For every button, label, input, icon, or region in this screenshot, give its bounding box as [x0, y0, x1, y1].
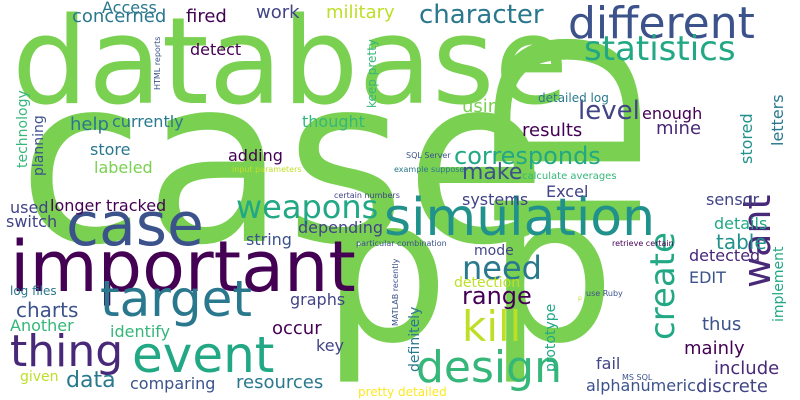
- word-graphs-58: graphs: [290, 290, 346, 309]
- word-discrete-49: discrete: [696, 376, 768, 397]
- word-switch-62: switch: [6, 212, 58, 231]
- word-database-1: database: [12, 0, 569, 132]
- word-target-10: target: [100, 270, 253, 328]
- word-log-files-65: log files: [10, 284, 57, 298]
- word-systems-40: systems: [462, 190, 529, 209]
- word-identify-55: identify: [110, 322, 171, 341]
- word-fired-29: fired: [186, 6, 227, 27]
- word-letters-76: letters: [768, 94, 787, 146]
- word-retrieve-certain-88: retrieve certain: [612, 239, 674, 248]
- word-work-30: work: [256, 2, 300, 23]
- word-detected-44: detected: [689, 246, 761, 265]
- word-alphanumeric-51: alphanumeric: [586, 376, 696, 395]
- word-different-8: different: [568, 0, 755, 49]
- word-using-38: using: [462, 96, 511, 117]
- word-currently-34: currently: [112, 112, 184, 131]
- word-implement-80: implement: [771, 246, 787, 322]
- word-string-60: string: [246, 230, 292, 249]
- word-mode-66: mode: [474, 243, 514, 259]
- word-simulation-6: simulation: [384, 188, 656, 248]
- word-details-43: details: [714, 214, 768, 233]
- word-planning-78: planning: [31, 115, 47, 176]
- word-create-16: create: [643, 232, 683, 340]
- word-labeled-36: labeled: [94, 158, 153, 177]
- word-thing-12: thing: [10, 326, 124, 377]
- word-excel-41: Excel: [546, 182, 589, 201]
- word-event-11: event: [132, 326, 275, 384]
- word-prototype-69: prototype: [543, 303, 559, 372]
- word-certain-numbers-86: certain numbers: [334, 191, 400, 200]
- word-matlab-recently-90: MATLAB recently: [391, 258, 400, 326]
- word-concerned-28: concerned: [72, 6, 167, 27]
- word-design-13: design: [416, 342, 562, 393]
- word-results-31: results: [522, 120, 583, 141]
- word-fail-50: fail: [596, 354, 621, 373]
- word-another-54: Another: [10, 316, 74, 335]
- word-use-ruby-89: use Ruby: [586, 289, 623, 298]
- word-html-reports-81: HTML reports: [153, 36, 162, 90]
- word-character-19: character: [419, 0, 544, 30]
- word-make-23: make: [462, 160, 523, 185]
- word-input-parameters-84: input parameters: [232, 165, 302, 174]
- word-table-26: table: [716, 230, 767, 254]
- word-p-4: p: [488, 155, 615, 388]
- word-pretty-detailed-70: pretty detailed: [358, 385, 447, 399]
- word-stored-75: stored: [737, 113, 756, 164]
- word-statistics-9: statistics: [584, 29, 736, 69]
- word-charts-24: charts: [16, 298, 79, 322]
- word-important-5: important: [10, 226, 356, 308]
- word-definitely-68: definitely: [407, 306, 423, 372]
- word-used-63: used: [10, 198, 49, 217]
- word-access-71: Access: [102, 0, 157, 17]
- word-store-35: store: [90, 140, 131, 159]
- word-longer-tracked-61: longer tracked: [50, 196, 167, 215]
- word-detailed-log-73: detailed log: [538, 91, 609, 105]
- word-technology-77: technology: [15, 90, 31, 168]
- word-occur-56: occur: [272, 318, 322, 339]
- word-thus-46: thus: [702, 314, 742, 335]
- word-depending-59: depending: [298, 218, 384, 237]
- word-resources-52: resources: [236, 372, 324, 393]
- word-enough-74: enough: [642, 104, 703, 123]
- word-case-7: case: [66, 190, 204, 260]
- word-corresponds-20: corresponds: [454, 142, 601, 170]
- word-given-64: given: [20, 369, 59, 385]
- word-p-92: p: [578, 295, 582, 302]
- word-particular-combination-87: particular combination: [356, 239, 447, 248]
- word-thought-39: thought: [302, 112, 365, 131]
- word-comparing-53: comparing: [130, 374, 216, 393]
- word-detection-67: detection: [454, 275, 521, 291]
- word-need-18: need: [462, 249, 542, 287]
- word-ms-sql-91: MS SQL: [622, 373, 653, 382]
- word-p-3: p: [322, 155, 449, 388]
- word-kill-14: kill: [462, 302, 522, 351]
- word-detect-72: detect: [190, 40, 242, 59]
- word-help-33: help: [70, 114, 109, 135]
- word-weapons-17: weapons: [236, 188, 379, 226]
- word-level-21: level: [578, 96, 640, 126]
- word-adding-37: adding: [228, 146, 283, 165]
- word-key-57: key: [316, 336, 345, 355]
- word-case-0: case: [18, 29, 547, 296]
- word-mainly-47: mainly: [684, 338, 745, 359]
- word-data-25: data: [66, 368, 116, 393]
- word-include-48: include: [714, 358, 780, 379]
- word-calculate-averages-85: calculate averages: [522, 171, 617, 182]
- word-sql-server-82: SQL Server: [406, 151, 451, 160]
- word-mine-32: mine: [656, 118, 702, 139]
- word-example-suppose-83: example suppose: [394, 165, 465, 174]
- word-edit-45: EDIT: [689, 268, 726, 287]
- word-sensor-42: sensor: [706, 190, 760, 209]
- word-keep-pretty-79: keep pretty: [365, 39, 379, 108]
- word-military-27: military: [326, 2, 395, 23]
- word-range-22: range: [462, 282, 532, 310]
